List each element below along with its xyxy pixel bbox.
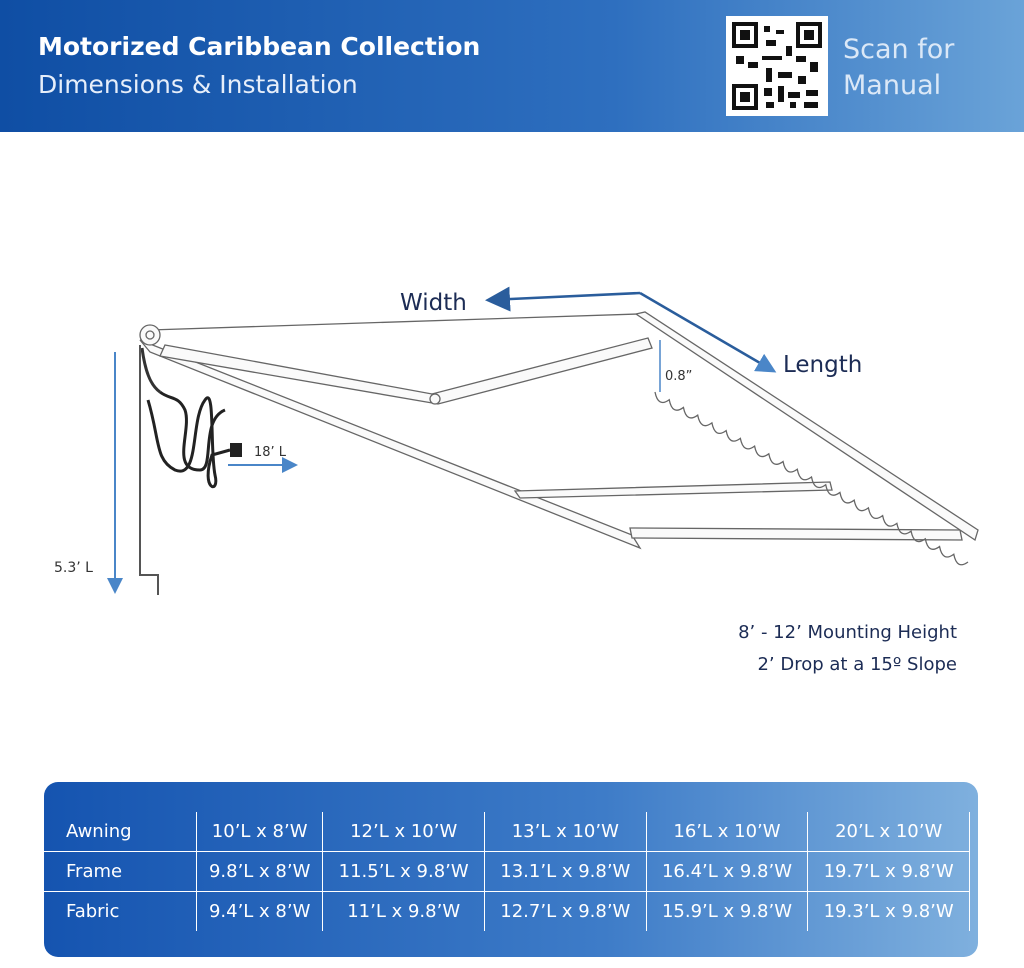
qr-caption-line: Manual — [843, 70, 942, 101]
table-cell: 9.4’L x 8’W — [195, 891, 324, 931]
length-arrow — [639, 291, 777, 373]
frame — [139, 311, 979, 595]
note: 2’ Drop at a 15º Slope — [757, 654, 957, 675]
width-arrow — [485, 286, 641, 312]
subtitle: Dimensions & Installation — [38, 70, 358, 99]
table-row: Awning 10’L x 8’W 12’L x 10’W 13’L x 10’W 16… — [44, 812, 970, 852]
table-grid: Awning 10’L x 8’W 12’L x 10’W 13’L x 10’W 16… — [44, 812, 970, 931]
size-table: Awning 10’L x 8’W 12’L x 10’W 13’L x 10’W 16… — [44, 782, 978, 957]
table-cell: 19.3’L x 9.8’W — [807, 891, 970, 931]
table-cell: 10’L x 8’W — [195, 812, 324, 852]
title: Motorized Caribbean Collection — [38, 32, 481, 61]
table-row: Frame 9.8’L x 8’W 11.5’L x 9.8’W 13.1’L x 9… — [44, 851, 970, 892]
row-header: Fabric — [44, 891, 197, 931]
table-cell: 12’L x 10’W — [322, 812, 485, 852]
length-label: Length — [783, 352, 862, 378]
table-cell: 19.7’L x 9.8’W — [807, 851, 970, 892]
width-label: Width — [400, 290, 467, 316]
cord-label: 18’ L — [254, 445, 287, 460]
qr-code — [726, 16, 828, 116]
table-cell: 13’L x 10’W — [484, 812, 647, 852]
table-cell: 16’L x 10’W — [645, 812, 809, 852]
table-cell: 11.5’L x 9.8’W — [322, 851, 485, 892]
row-header: Awning — [44, 812, 197, 852]
cord — [146, 396, 231, 488]
header: Motorized Caribbean Collection Dimension… — [0, 0, 1024, 132]
row-header: Frame — [44, 851, 197, 892]
qr-caption: Scan for Manual — [843, 32, 954, 104]
table-cell: 20’L x 10’W — [807, 812, 970, 852]
note: 8’ - 12’ Mounting Height — [738, 622, 957, 643]
awning-diagram: Width Length 0.8” 18’ L 5.3’ L 8’ - 12’ … — [54, 286, 979, 675]
table-cell: 15.9’L x 9.8’W — [645, 891, 809, 931]
table-cell: 11’L x 9.8’W — [322, 891, 485, 931]
table-cell: 16.4’L x 9.8’W — [645, 851, 809, 892]
table-cell: 9.8’L x 8’W — [195, 851, 324, 892]
height-label: 5.3’ L — [54, 560, 93, 576]
qr-caption-line: Scan for — [843, 34, 955, 65]
plug — [230, 443, 242, 457]
table-cell: 12.7’L x 9.8’W — [484, 891, 647, 931]
table-cell: 13.1’L x 9.8’W — [484, 851, 647, 892]
qr-pattern — [732, 22, 822, 110]
drop-label: 0.8” — [665, 369, 692, 384]
table-row: Fabric 9.4’L x 8’W 11’L x 9.8’W 12.7’L x 9.… — [44, 891, 970, 931]
